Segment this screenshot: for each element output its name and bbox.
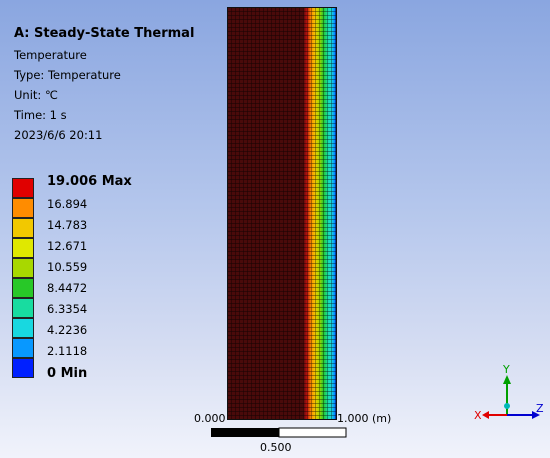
legend-swatch-1 (12, 198, 34, 218)
legend-swatch-3 (12, 238, 34, 258)
result-date: 2023/6/6 20:11 (14, 128, 103, 142)
result-unit: Unit: ℃ (14, 88, 58, 102)
origin-dot (504, 403, 510, 409)
z-axis-label: Z (536, 402, 544, 415)
result-time: Time: 1 s (14, 108, 67, 122)
legend-swatch-5 (12, 278, 34, 298)
x-axis-label: X (474, 409, 482, 422)
legend-swatch-4 (12, 258, 34, 278)
legend-min-label: 0 Min (47, 366, 88, 381)
legend-label: 6.3354 (47, 302, 88, 316)
legend-label: 14.783 (47, 218, 88, 232)
legend-label: 10.559 (47, 260, 88, 274)
legend-max-label: 19.006 Max (47, 174, 132, 189)
y-axis-arrow (503, 375, 511, 384)
result-info-panel: A: Steady-State Thermal Temperature Type… (14, 24, 194, 145)
axis-triad[interactable]: Y Z X (470, 360, 545, 430)
legend-label: 12.671 (47, 239, 88, 253)
y-axis-label: Y (502, 363, 510, 376)
z-axis-arrow (532, 411, 540, 419)
legend-label: 2.1118 (47, 344, 88, 358)
legend-label: 4.2236 (47, 323, 88, 337)
scale-left-label: 0.000 (194, 412, 226, 425)
scale-right-label: 1.000 (m) (337, 412, 391, 425)
legend-swatch-6 (12, 298, 34, 318)
legend-swatch-0 (12, 178, 34, 198)
contour-plot[interactable] (227, 7, 337, 420)
legend-swatch-7 (12, 318, 34, 338)
scale-bar-black (211, 428, 279, 437)
legend-swatch-8 (12, 338, 34, 358)
legend-swatch-2 (12, 218, 34, 238)
scale-bar-white (278, 427, 347, 438)
body-outline (227, 7, 337, 420)
scale-mid-label: 0.500 (260, 441, 292, 454)
x-axis-arrow (482, 411, 489, 419)
result-name: Temperature (14, 48, 87, 62)
legend-label: 8.4472 (47, 281, 88, 295)
result-type: Type: Temperature (14, 68, 121, 82)
legend-swatch-9 (12, 358, 34, 378)
mesh-overlay (227, 7, 337, 420)
analysis-title: A: Steady-State Thermal (14, 26, 195, 41)
legend-label: 16.894 (47, 197, 88, 211)
